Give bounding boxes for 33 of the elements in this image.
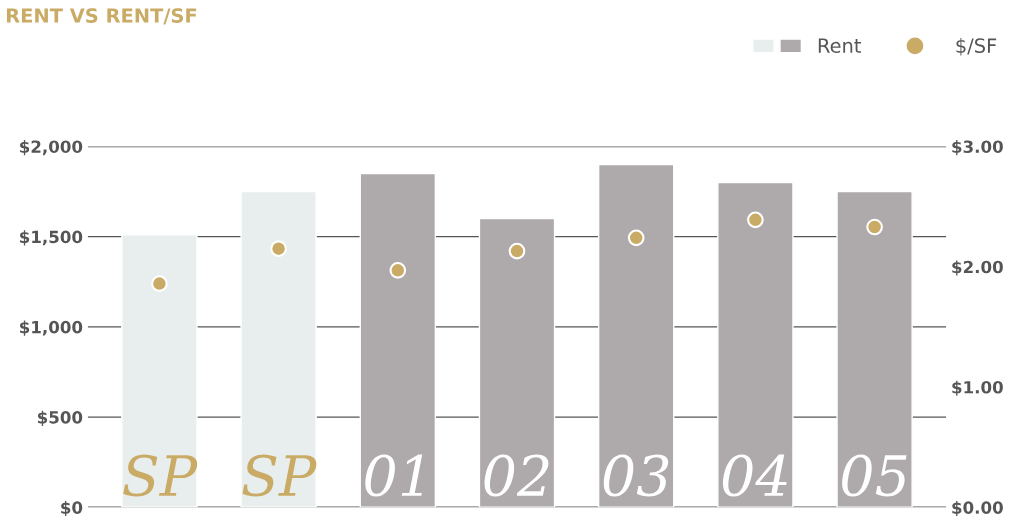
y-tick-label: $1,000 <box>20 320 83 336</box>
point <box>627 229 645 247</box>
bar <box>240 190 317 508</box>
bar <box>597 163 675 508</box>
y-tick-label: $0 <box>61 500 83 517</box>
y2-tick-label: $0.00 <box>952 500 1003 517</box>
point <box>151 275 168 292</box>
x-tick-label: SP <box>123 454 198 497</box>
bar <box>717 181 794 508</box>
y2-tick-label: $2.00 <box>952 260 1003 276</box>
y2-tick-label: $1.00 <box>952 380 1003 396</box>
legend-label: $/SF <box>956 37 997 56</box>
bar <box>478 217 556 508</box>
x-tick-label: SP <box>242 454 317 497</box>
x-tick-label: 05 <box>842 454 907 497</box>
x-tick-label: 01 <box>365 454 423 497</box>
bar <box>359 172 437 508</box>
bar <box>836 190 913 508</box>
y-tick-label: $2,000 <box>20 140 83 156</box>
x-tick-label: 03 <box>603 454 669 497</box>
point <box>270 240 287 258</box>
bar <box>121 234 198 508</box>
point <box>747 211 764 229</box>
y-tick-label: $1,500 <box>20 230 83 246</box>
y-tick-label: $500 <box>37 410 83 426</box>
legend-label: Rent <box>818 38 862 53</box>
x-tick-label: 02 <box>484 454 549 497</box>
point <box>866 218 883 236</box>
y2-tick-label: $3.00 <box>952 140 1003 156</box>
point <box>389 262 407 279</box>
x-tick-label: 04 <box>722 454 787 497</box>
chart-title: RENT VS RENT/SF <box>6 8 197 25</box>
point <box>508 242 526 260</box>
